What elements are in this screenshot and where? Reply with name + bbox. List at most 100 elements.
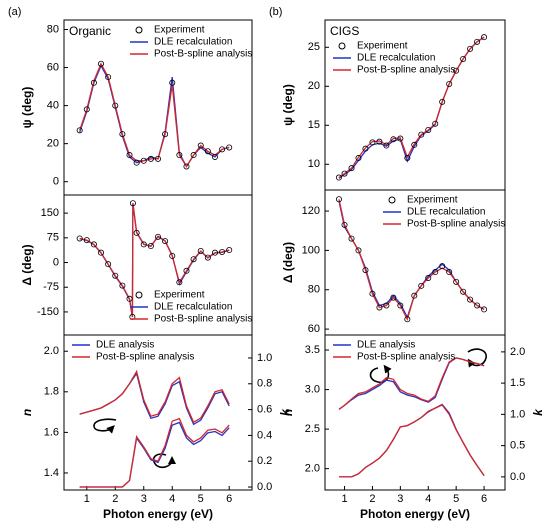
data-point <box>418 131 425 138</box>
x-tick-label: 4 <box>169 493 175 505</box>
data-point <box>133 159 140 166</box>
y-tick-label: 40 <box>47 100 59 112</box>
data-line <box>79 371 230 426</box>
data-point <box>460 55 467 62</box>
data-point <box>481 306 488 313</box>
data-point <box>369 290 376 297</box>
data-point <box>226 247 233 254</box>
legend-label: Post-B-spline analysis <box>357 65 455 76</box>
data-point <box>112 272 119 279</box>
data-line <box>339 404 485 478</box>
data-point <box>197 142 204 149</box>
legend-label: Post-B-spline analysis <box>357 352 455 363</box>
x-tick-label: 5 <box>453 493 459 505</box>
y2-tick-label: 1.5 <box>510 377 525 389</box>
legend-label: DLE recalculation <box>407 207 485 218</box>
legend-label: Post-B-spline analysis <box>407 219 505 230</box>
data-point <box>425 126 432 133</box>
annotation: CIGS <box>330 24 359 38</box>
data-point <box>411 292 418 299</box>
data-point <box>169 79 176 86</box>
y2-tick-label: 1.0 <box>257 352 272 364</box>
data-point <box>362 145 369 152</box>
data-point <box>425 274 432 281</box>
y-tick-label: 120 <box>302 205 320 217</box>
y-tick-label: 0 <box>53 256 59 268</box>
data-point <box>83 237 90 244</box>
x-tick-label: 5 <box>198 493 204 505</box>
y2-tick-label: 0.0 <box>257 481 272 493</box>
data-point <box>355 155 362 162</box>
data-point <box>183 267 190 274</box>
y2-tick-label: 0.6 <box>257 404 272 416</box>
annotation: Organic <box>69 24 111 38</box>
legend-label: Post-B-spline analysis <box>96 352 194 363</box>
data-point <box>76 127 83 134</box>
data-point <box>119 131 126 138</box>
x-tick-label: 1 <box>341 493 347 505</box>
data-point <box>467 296 474 303</box>
data-point <box>439 263 446 270</box>
y-tick-label: 10 <box>308 158 320 170</box>
y-tick-label: 75 <box>47 232 59 244</box>
data-line <box>79 369 230 424</box>
legend-marker <box>338 42 346 50</box>
data-point <box>383 142 390 149</box>
data-point <box>83 106 90 113</box>
data-point <box>176 152 183 159</box>
data-point <box>162 131 169 138</box>
data-point <box>169 252 176 259</box>
data-point <box>376 138 383 145</box>
data-point <box>397 135 404 142</box>
data-line <box>338 199 485 322</box>
data-point <box>219 248 226 255</box>
y-tick-label: 2.5 <box>305 423 320 435</box>
data-point <box>176 279 183 286</box>
x-tick-label: 3 <box>141 493 147 505</box>
data-line <box>79 417 230 488</box>
y-tick-label: -75 <box>43 281 59 293</box>
y-tick-label: 1.8 <box>44 386 59 398</box>
y-tick-label: 20 <box>47 138 59 150</box>
legend-label: Experiment <box>407 195 458 206</box>
y-tick-label: 60 <box>47 61 59 73</box>
data-point <box>129 200 136 207</box>
data-point <box>432 120 439 127</box>
data-point <box>474 38 481 45</box>
data-point <box>190 152 197 159</box>
data-point <box>348 235 355 242</box>
legend-marker <box>135 291 143 299</box>
data-line <box>79 62 230 168</box>
x-axis-label: Photon energy (eV) <box>103 507 213 521</box>
y-tick-label: 25 <box>308 41 320 53</box>
panel-label: (b) <box>269 6 282 18</box>
y2-tick-label: 0.0 <box>510 471 525 483</box>
y-axis-label: Δ (deg) <box>20 244 34 285</box>
x-tick-label: 1 <box>84 493 90 505</box>
data-point <box>411 141 418 148</box>
data-point <box>453 67 460 74</box>
y2-tick-label: 1.0 <box>510 408 525 420</box>
data-point <box>341 170 348 177</box>
data-point <box>460 288 467 295</box>
y-tick-label: 2.0 <box>44 345 59 357</box>
data-point <box>140 241 147 248</box>
y-axis-label: ψ (deg) <box>281 84 295 126</box>
data-point <box>453 278 460 285</box>
data-point <box>211 249 218 256</box>
data-point <box>348 165 355 172</box>
data-point <box>439 98 446 105</box>
legend-label: DLE analysis <box>96 340 154 351</box>
data-point <box>446 269 453 276</box>
data-point <box>204 148 211 155</box>
y2-axis-label: k <box>278 408 292 416</box>
data-point <box>369 139 376 146</box>
x-tick-label: 6 <box>481 493 487 505</box>
x-tick-label: 2 <box>369 493 375 505</box>
x-axis-label: Photon energy (eV) <box>360 507 470 521</box>
y-tick-label: 2.0 <box>305 463 320 475</box>
data-point <box>481 34 488 41</box>
data-point <box>119 282 126 289</box>
data-point <box>418 282 425 289</box>
data-point <box>90 79 97 86</box>
